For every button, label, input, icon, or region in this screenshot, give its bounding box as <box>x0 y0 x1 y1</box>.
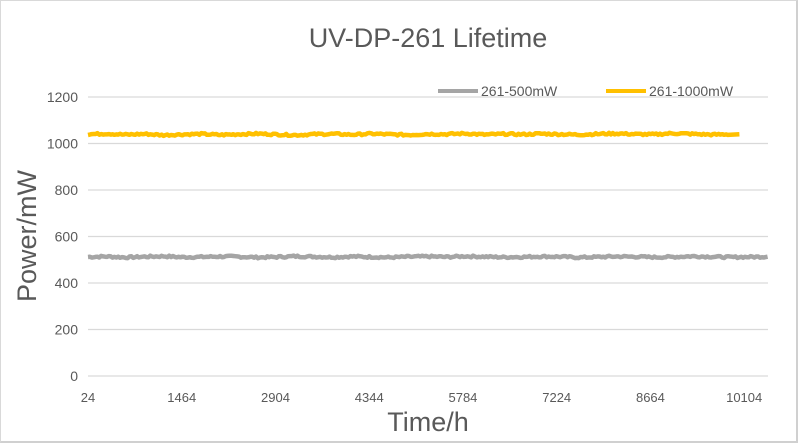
y-tick-label: 0 <box>70 368 78 384</box>
chart-title: UV-DP-261 Lifetime <box>309 23 548 53</box>
legend-label: 261-1000mW <box>649 83 734 99</box>
x-tick-label: 4344 <box>355 390 384 405</box>
y-tick-label: 1200 <box>47 89 78 105</box>
y-tick-label: 600 <box>55 229 79 245</box>
y-tick-label: 800 <box>55 182 79 198</box>
x-tick-label: 10104 <box>726 390 762 405</box>
legend-label: 261-500mW <box>481 83 558 99</box>
x-axis-label: Time/h <box>387 407 469 437</box>
y-tick-label: 1000 <box>47 136 78 152</box>
x-tick-label: 8664 <box>636 390 665 405</box>
x-tick-label: 5784 <box>448 390 477 405</box>
y-tick-label: 400 <box>55 275 79 291</box>
x-tick-label: 1464 <box>167 390 196 405</box>
y-axis-label: Power/mW <box>12 169 42 302</box>
series-line-261-500mW <box>87 253 769 261</box>
y-tick-label: 200 <box>55 322 79 338</box>
x-tick-label: 2904 <box>261 390 290 405</box>
x-tick-label: 24 <box>81 390 95 405</box>
x-tick-label: 7224 <box>542 390 571 405</box>
series-line-261-1000mW <box>87 130 740 139</box>
